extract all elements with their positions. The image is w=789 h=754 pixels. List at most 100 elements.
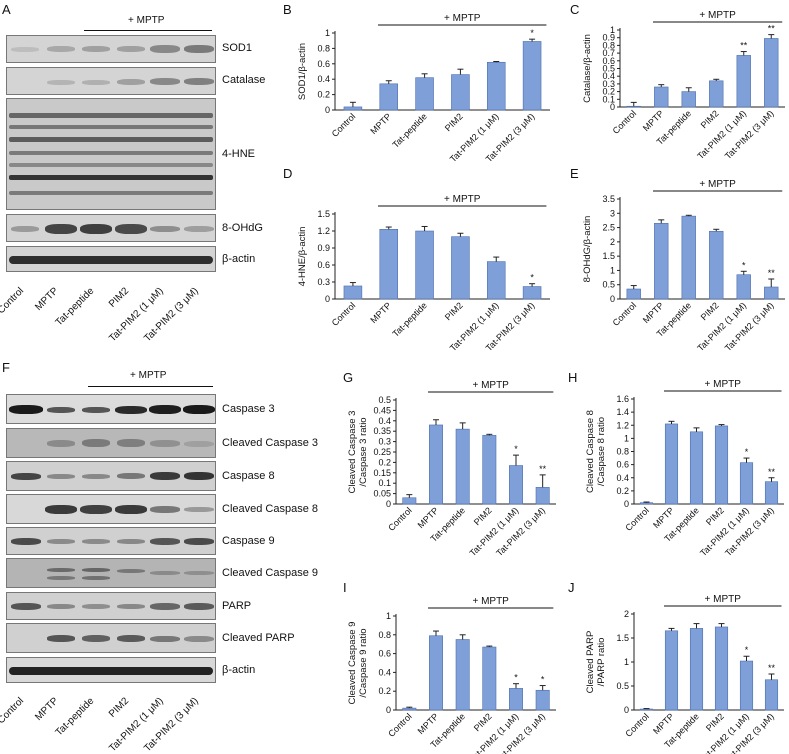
blot-cleaved-caspase3: [6, 428, 216, 458]
band: [184, 603, 214, 610]
band: [9, 113, 213, 118]
band: [150, 78, 180, 85]
y-tick-label: 0: [624, 499, 629, 509]
band: [82, 474, 110, 479]
y-axis-label: 4-HNE/β-actin: [297, 227, 308, 287]
y-tick-label: 1.5: [616, 633, 629, 643]
mptp-label: + MPTP: [699, 10, 736, 21]
blot-8ohdg: [6, 214, 216, 242]
y-tick-label: 0.4: [616, 473, 629, 483]
blot-parp: [6, 592, 216, 620]
band: [80, 224, 112, 234]
y-tick-label: 0.8: [378, 630, 391, 640]
band: [184, 636, 214, 642]
significance-marker: **: [768, 467, 776, 477]
blot-cleaved-caspase9: [6, 558, 216, 588]
y-tick-label: 0.15: [373, 468, 391, 478]
band: [11, 603, 41, 610]
band: [117, 635, 145, 642]
y-axis-label: /Caspase 3 ratio: [358, 417, 369, 486]
y-tick-label: 0.8: [317, 43, 330, 53]
y-tick-label: 0.2: [602, 87, 615, 97]
band: [117, 46, 145, 52]
mptp-label: + MPTP: [444, 13, 481, 24]
band: [117, 79, 145, 85]
y-tick-label: 1.5: [317, 209, 330, 219]
y-tick-label: 3: [610, 208, 615, 218]
y-tick-label: 0: [325, 294, 330, 304]
y-axis-label: /PARP ratio: [596, 638, 607, 687]
y-tick-label: 0.1: [602, 94, 615, 104]
significance-marker: *: [742, 260, 746, 270]
y-axis-label: Cleaved PARP: [585, 631, 596, 694]
band: [117, 569, 145, 573]
band: [184, 78, 214, 85]
band: [9, 256, 213, 264]
y-tick-label: 0.25: [373, 447, 391, 457]
y-tick-label: 0.4: [378, 667, 391, 677]
band: [47, 539, 75, 544]
y-tick-label: 0.6: [616, 460, 629, 470]
band: [82, 80, 110, 85]
y-tick-label: 0.2: [378, 686, 391, 696]
mptp-label: + MPTP: [699, 179, 736, 190]
bar: [739, 660, 754, 711]
band: [150, 571, 180, 575]
y-tick-label: 1: [325, 28, 330, 38]
panel-letter-h: H: [568, 370, 578, 385]
blot-label-catalase: Catalase: [222, 74, 266, 86]
blot-beta-actin-f: [6, 657, 216, 683]
band: [82, 635, 110, 642]
blot-label-8ohdg: 8-OHdG: [222, 222, 263, 234]
blot-label-4hne: 4-HNE: [222, 148, 256, 160]
bar: [689, 628, 704, 711]
band: [183, 405, 215, 414]
blot-label-cleaved-caspase3: Cleaved Caspase 3: [222, 437, 319, 449]
y-tick-label: 0.2: [616, 486, 629, 496]
y-tick-label: 1: [610, 25, 615, 35]
band: [9, 137, 213, 142]
band: [11, 538, 41, 545]
y-tick-label: 0.3: [317, 277, 330, 287]
blot-catalase: [6, 67, 216, 95]
bar: [639, 708, 654, 711]
y-axis-label: Cleaved Caspase 9: [347, 622, 358, 705]
y-tick-label: 0.4: [378, 416, 391, 426]
blot-label-caspase8: Caspase 8: [222, 470, 275, 482]
band: [150, 636, 180, 642]
mptp-label: + MPTP: [472, 596, 509, 607]
band: [45, 224, 77, 234]
band: [82, 407, 110, 413]
y-axis-label: 8-OHdG/β-actin: [582, 216, 593, 283]
y-tick-label: 0.6: [317, 59, 330, 69]
band: [11, 473, 41, 480]
significance-marker: **: [768, 663, 776, 673]
band: [47, 635, 75, 642]
band: [82, 539, 110, 544]
y-tick-label: 0.2: [317, 90, 330, 100]
y-axis-label: /Caspase 9 ratio: [358, 628, 369, 697]
y-axis-label: /Caspase 8 ratio: [596, 417, 607, 486]
y-tick-label: 0: [610, 102, 615, 112]
y-tick-label: 0.1: [378, 478, 391, 488]
y-tick-label: 0.5: [616, 681, 629, 691]
band: [45, 505, 77, 514]
band: [149, 405, 181, 414]
band: [9, 163, 213, 167]
band: [82, 568, 110, 572]
band: [82, 46, 110, 52]
significance-marker: **: [539, 464, 547, 474]
band: [9, 667, 213, 675]
band: [11, 47, 39, 52]
y-tick-label: 0.4: [602, 71, 615, 81]
blot-label-caspase3: Caspase 3: [222, 403, 275, 415]
y-tick-label: 1: [624, 433, 629, 443]
significance-marker: *: [514, 444, 518, 454]
blot-label-parp: PARP: [222, 600, 252, 612]
blot-caspase3: [6, 394, 216, 424]
band: [150, 506, 180, 513]
